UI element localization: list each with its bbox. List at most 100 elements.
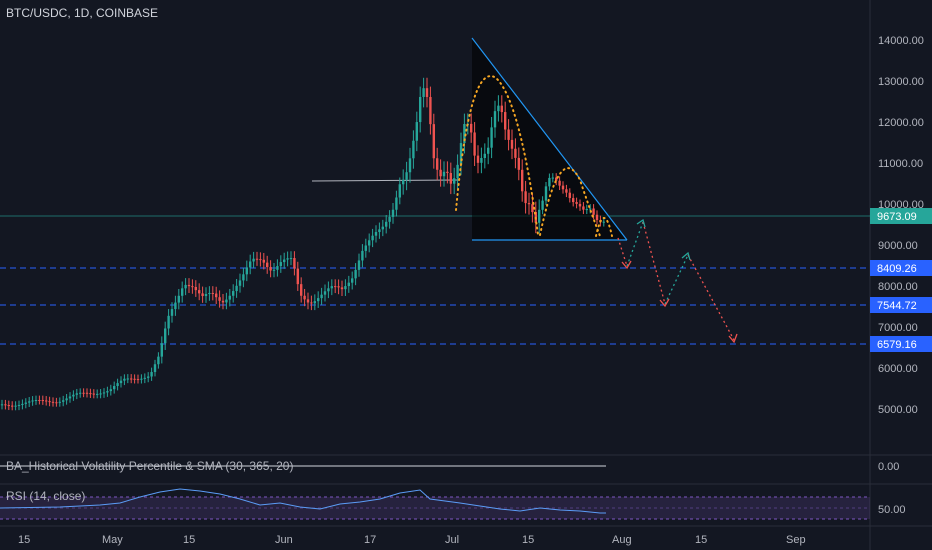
candlestick-series — [0, 77, 605, 411]
candle-body — [38, 400, 41, 402]
price-tag-7544[interactable]: 7544.72 — [870, 297, 932, 313]
candle-body — [34, 400, 38, 402]
candle-body — [344, 286, 347, 290]
candle-body — [232, 291, 235, 296]
candle-body — [7, 405, 10, 407]
candle-body — [330, 286, 333, 289]
candle-body — [262, 259, 265, 263]
projection-red-2 — [642, 221, 666, 305]
candle-body — [538, 209, 541, 223]
candle-body — [313, 301, 316, 304]
candle-body — [385, 221, 388, 227]
time-tick: May — [102, 534, 123, 546]
triangle-upper-line[interactable] — [471, 37, 628, 241]
candle-body — [500, 105, 503, 113]
price-tick: 13000.00 — [878, 76, 924, 88]
candle-body — [364, 245, 367, 251]
candle-body — [198, 290, 201, 294]
candle-body — [415, 122, 418, 141]
candle-body — [245, 267, 248, 275]
candle-body — [235, 285, 238, 292]
candle-body — [259, 259, 262, 261]
candle-body — [150, 372, 153, 377]
candle-body — [170, 309, 174, 316]
candle-body — [164, 328, 167, 344]
price-axis[interactable]: 14000.00 13000.00 12000.00 11000.00 1000… — [878, 35, 924, 416]
candle-body — [317, 298, 320, 302]
candle-body — [487, 147, 490, 154]
candle-body — [82, 392, 85, 394]
candle-body — [55, 402, 58, 404]
candle-body — [378, 229, 381, 233]
svg-text:6579.16: 6579.16 — [877, 339, 917, 351]
candle-body — [432, 124, 435, 159]
svg-text:9673.09: 9673.09 — [877, 211, 917, 223]
candle-body — [531, 204, 534, 213]
candle-body — [429, 96, 432, 125]
candle-body — [490, 127, 493, 148]
volatility-indicator-label[interactable]: BA_Historical Volatility Percentile & SM… — [6, 459, 294, 473]
candle-body — [119, 380, 123, 384]
candle-body — [79, 392, 82, 394]
candle-body — [544, 186, 548, 201]
time-axis[interactable]: 15 May 15 Jun 17 Jul 15 Aug 15 Sep — [18, 534, 806, 546]
candle-body — [48, 401, 51, 403]
candle-body — [293, 258, 296, 269]
candle-body — [289, 258, 293, 260]
candle-body — [218, 297, 221, 301]
time-tick: 15 — [695, 534, 707, 546]
candle-body — [527, 203, 531, 205]
projection-red-3 — [687, 254, 735, 341]
candle-body — [412, 140, 415, 159]
candle-body — [181, 288, 184, 296]
candle-body — [463, 124, 466, 144]
candle-body — [521, 169, 524, 192]
candle-body — [602, 221, 605, 223]
candle-body — [357, 260, 361, 270]
candle-body — [208, 292, 211, 295]
candle-body — [476, 155, 480, 163]
price-tag-8409[interactable]: 8409.26 — [870, 260, 932, 276]
symbol-title[interactable]: BTC/USDC, 1D, COINBASE — [6, 6, 159, 20]
candle-body — [184, 284, 187, 289]
candle-body — [361, 250, 364, 261]
candle-body — [558, 180, 561, 186]
candle-body — [480, 157, 483, 163]
time-tick: Aug — [612, 534, 632, 546]
candle-body — [133, 378, 136, 380]
candle-body — [405, 172, 408, 180]
rsi-indicator-label[interactable]: RSI (14, close) — [6, 489, 86, 503]
candle-body — [473, 132, 476, 156]
price-tag-6579[interactable]: 6579.16 — [870, 336, 932, 352]
price-tag-current[interactable]: 9673.09 — [870, 208, 932, 224]
candle-body — [14, 405, 17, 407]
candle-body — [575, 202, 578, 204]
time-tick: 17 — [364, 534, 376, 546]
price-tick: 7000.00 — [878, 322, 918, 334]
rsi-value: 50.00 — [878, 504, 906, 516]
candle-body — [595, 214, 599, 221]
time-tick: 15 — [18, 534, 30, 546]
candle-body — [395, 197, 398, 210]
candle-body — [446, 171, 449, 173]
candle-body — [147, 376, 150, 378]
neckline[interactable] — [311, 179, 461, 182]
candle-body — [249, 261, 252, 268]
candle-body — [255, 258, 259, 260]
candle-body — [228, 295, 231, 300]
candle-body — [194, 286, 197, 291]
arc-small — [539, 167, 601, 237]
candle-body — [514, 148, 517, 158]
candle-body — [286, 258, 289, 260]
candle-body — [279, 262, 282, 267]
candle-body — [510, 139, 514, 149]
candle-body — [191, 286, 194, 288]
projection-arrow-4 — [681, 251, 691, 261]
candle-body — [31, 400, 34, 402]
candle-body — [517, 157, 520, 170]
candle-body — [296, 268, 299, 285]
candle-body — [75, 393, 78, 395]
candle-body — [555, 177, 558, 181]
